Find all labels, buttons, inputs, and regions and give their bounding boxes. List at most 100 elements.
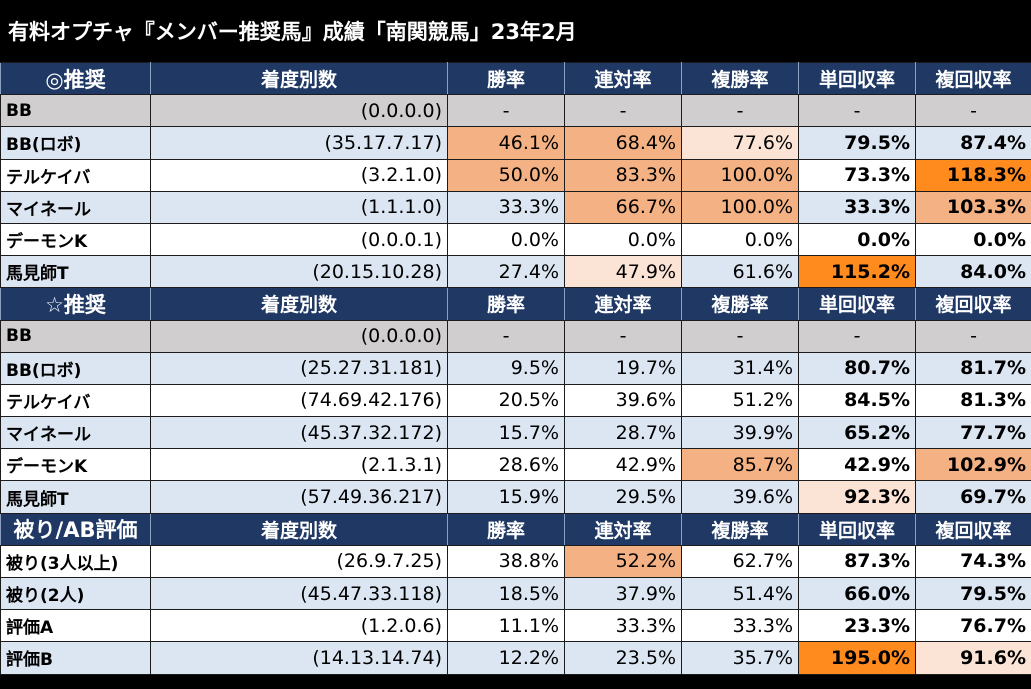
header-win-rate: 勝率 — [447, 287, 565, 321]
show-return: 69.7% — [915, 480, 1031, 514]
row-label: デーモンK — [0, 222, 151, 257]
header-top2-rate: 連対率 — [564, 512, 682, 546]
row-label: マイネール — [0, 416, 151, 450]
win-return: - — [798, 319, 916, 353]
header-win-rate: 勝率 — [447, 61, 565, 96]
table-row: テルケイバ (74.69.42.176) 20.5% 39.6% 51.2% 8… — [0, 383, 1031, 418]
show-rate: 85.7% — [681, 448, 799, 482]
row-counts: (2.1.3.1) — [150, 448, 448, 482]
row-label: BB — [0, 94, 151, 128]
table-row: 評価B (14.13.14.74) 12.2% 23.5% 35.7% 195.… — [0, 641, 1031, 675]
top2-rate: 23.5% — [564, 641, 682, 675]
show-rate: 0.0% — [681, 222, 799, 257]
top2-rate: - — [564, 94, 682, 128]
row-label: テルケイバ — [0, 158, 151, 192]
row-counts: (45.47.33.118) — [150, 576, 448, 611]
show-rate: 61.6% — [681, 255, 799, 289]
show-return: 74.3% — [915, 544, 1031, 579]
row-label: マイネール — [0, 190, 151, 224]
row-counts: (45.37.32.172) — [150, 416, 448, 450]
row-label: 評価A — [0, 609, 151, 643]
row-label: 馬見師T — [0, 480, 151, 514]
table-row: BB(ロボ) (25.27.31.181) 9.5% 19.7% 31.4% 8… — [0, 351, 1031, 385]
win-rate: 11.1% — [447, 609, 565, 643]
show-rate: - — [681, 319, 799, 353]
win-rate: 28.6% — [447, 448, 565, 482]
section-header: ◎推奨 着度別数 勝率 連対率 複勝率 単回収率 複回収率 — [0, 61, 1031, 96]
win-rate: 15.9% — [447, 480, 565, 514]
win-rate: 46.1% — [447, 126, 565, 160]
row-counts: (0.0.0.0) — [150, 319, 448, 353]
table-row: デーモンK (0.0.0.1) 0.0% 0.0% 0.0% 0.0% 0.0% — [0, 222, 1031, 257]
table-row: BB (0.0.0.0) - - - - - — [0, 319, 1031, 353]
win-return: 92.3% — [798, 480, 916, 514]
row-counts: (74.69.42.176) — [150, 383, 448, 418]
table-row: BB (0.0.0.0) - - - - - — [0, 94, 1031, 128]
header-win-return: 単回収率 — [798, 61, 916, 96]
top2-rate: 28.7% — [564, 416, 682, 450]
header-top2-rate: 連対率 — [564, 287, 682, 321]
section-name: ◎推奨 — [0, 61, 151, 96]
show-rate: 100.0% — [681, 190, 799, 224]
show-return: 91.6% — [915, 641, 1031, 675]
row-counts: (1.1.1.0) — [150, 190, 448, 224]
top2-rate: 42.9% — [564, 448, 682, 482]
row-counts: (14.13.14.74) — [150, 641, 448, 675]
show-rate: 35.7% — [681, 641, 799, 675]
row-label: BB — [0, 319, 151, 353]
win-return: 195.0% — [798, 641, 916, 675]
show-rate: 62.7% — [681, 544, 799, 579]
section-name: 被り/AB評価 — [0, 512, 151, 546]
row-counts: (20.15.10.28) — [150, 255, 448, 289]
top2-rate: 47.9% — [564, 255, 682, 289]
show-return: 102.9% — [915, 448, 1031, 482]
show-rate: 33.3% — [681, 609, 799, 643]
row-label: デーモンK — [0, 448, 151, 482]
show-return: 81.7% — [915, 351, 1031, 385]
top2-rate: 29.5% — [564, 480, 682, 514]
section-header: ☆推奨 着度別数 勝率 連対率 複勝率 単回収率 複回収率 — [0, 287, 1031, 321]
win-return: 42.9% — [798, 448, 916, 482]
top2-rate: 52.2% — [564, 544, 682, 579]
header-show-return: 複回収率 — [915, 287, 1031, 321]
row-counts: (25.27.31.181) — [150, 351, 448, 385]
show-return: 76.7% — [915, 609, 1031, 643]
header-show-rate: 複勝率 — [681, 512, 799, 546]
show-return: 84.0% — [915, 255, 1031, 289]
top2-rate: 37.9% — [564, 576, 682, 611]
win-return: 66.0% — [798, 576, 916, 611]
row-label: 被り(3人以上) — [0, 544, 151, 579]
win-return: 87.3% — [798, 544, 916, 579]
show-return: - — [915, 319, 1031, 353]
show-return: 103.3% — [915, 190, 1031, 224]
show-rate: - — [681, 94, 799, 128]
row-counts: (26.9.7.25) — [150, 544, 448, 579]
show-return: - — [915, 94, 1031, 128]
row-label: 被り(2人) — [0, 576, 151, 611]
header-show-rate: 複勝率 — [681, 61, 799, 96]
win-rate: 38.8% — [447, 544, 565, 579]
header-win-rate: 勝率 — [447, 512, 565, 546]
win-return: 79.5% — [798, 126, 916, 160]
top2-rate: 66.7% — [564, 190, 682, 224]
top2-rate: - — [564, 319, 682, 353]
table-row: BB(ロボ) (35.17.7.17) 46.1% 68.4% 77.6% 79… — [0, 126, 1031, 160]
show-rate: 39.9% — [681, 416, 799, 450]
row-counts: (0.0.0.0) — [150, 94, 448, 128]
show-rate: 51.2% — [681, 383, 799, 418]
win-rate: 0.0% — [447, 222, 565, 257]
win-rate: 33.3% — [447, 190, 565, 224]
show-return: 0.0% — [915, 222, 1031, 257]
row-counts: (0.0.0.1) — [150, 222, 448, 257]
table-row: デーモンK (2.1.3.1) 28.6% 42.9% 85.7% 42.9% … — [0, 448, 1031, 482]
top2-rate: 68.4% — [564, 126, 682, 160]
win-rate: 18.5% — [447, 576, 565, 611]
show-return: 118.3% — [915, 158, 1031, 192]
show-rate: 39.6% — [681, 480, 799, 514]
top2-rate: 83.3% — [564, 158, 682, 192]
row-counts: (3.2.1.0) — [150, 158, 448, 192]
row-label: BB(ロボ) — [0, 126, 151, 160]
header-counts: 着度別数 — [150, 287, 448, 321]
row-label: BB(ロボ) — [0, 351, 151, 385]
top2-rate: 19.7% — [564, 351, 682, 385]
